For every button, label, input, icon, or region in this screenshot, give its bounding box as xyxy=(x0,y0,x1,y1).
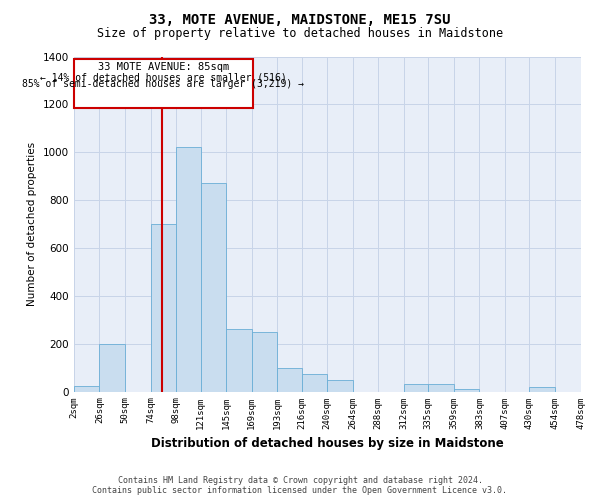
Text: 33 MOTE AVENUE: 85sqm: 33 MOTE AVENUE: 85sqm xyxy=(98,62,229,72)
Bar xyxy=(151,224,176,392)
X-axis label: Distribution of detached houses by size in Maidstone: Distribution of detached houses by size … xyxy=(151,437,503,450)
Text: Size of property relative to detached houses in Maidstone: Size of property relative to detached ho… xyxy=(97,28,503,40)
Bar xyxy=(302,374,327,392)
FancyBboxPatch shape xyxy=(74,59,253,108)
Bar xyxy=(74,386,100,392)
Text: Contains HM Land Registry data © Crown copyright and database right 2024.
Contai: Contains HM Land Registry data © Crown c… xyxy=(92,476,508,495)
Text: 85% of semi-detached houses are larger (3,219) →: 85% of semi-detached houses are larger (… xyxy=(22,79,304,89)
Bar xyxy=(100,344,125,392)
Bar xyxy=(176,148,200,392)
Y-axis label: Number of detached properties: Number of detached properties xyxy=(27,142,37,306)
Bar xyxy=(226,330,251,392)
Bar xyxy=(428,384,454,392)
Bar xyxy=(200,184,226,392)
Bar xyxy=(404,384,428,392)
Bar xyxy=(277,368,302,392)
Text: ← 14% of detached houses are smaller (516): ← 14% of detached houses are smaller (51… xyxy=(40,73,287,83)
Bar xyxy=(529,387,555,392)
Bar xyxy=(251,332,277,392)
Bar xyxy=(454,389,479,392)
Bar xyxy=(327,380,353,392)
Text: 33, MOTE AVENUE, MAIDSTONE, ME15 7SU: 33, MOTE AVENUE, MAIDSTONE, ME15 7SU xyxy=(149,12,451,26)
